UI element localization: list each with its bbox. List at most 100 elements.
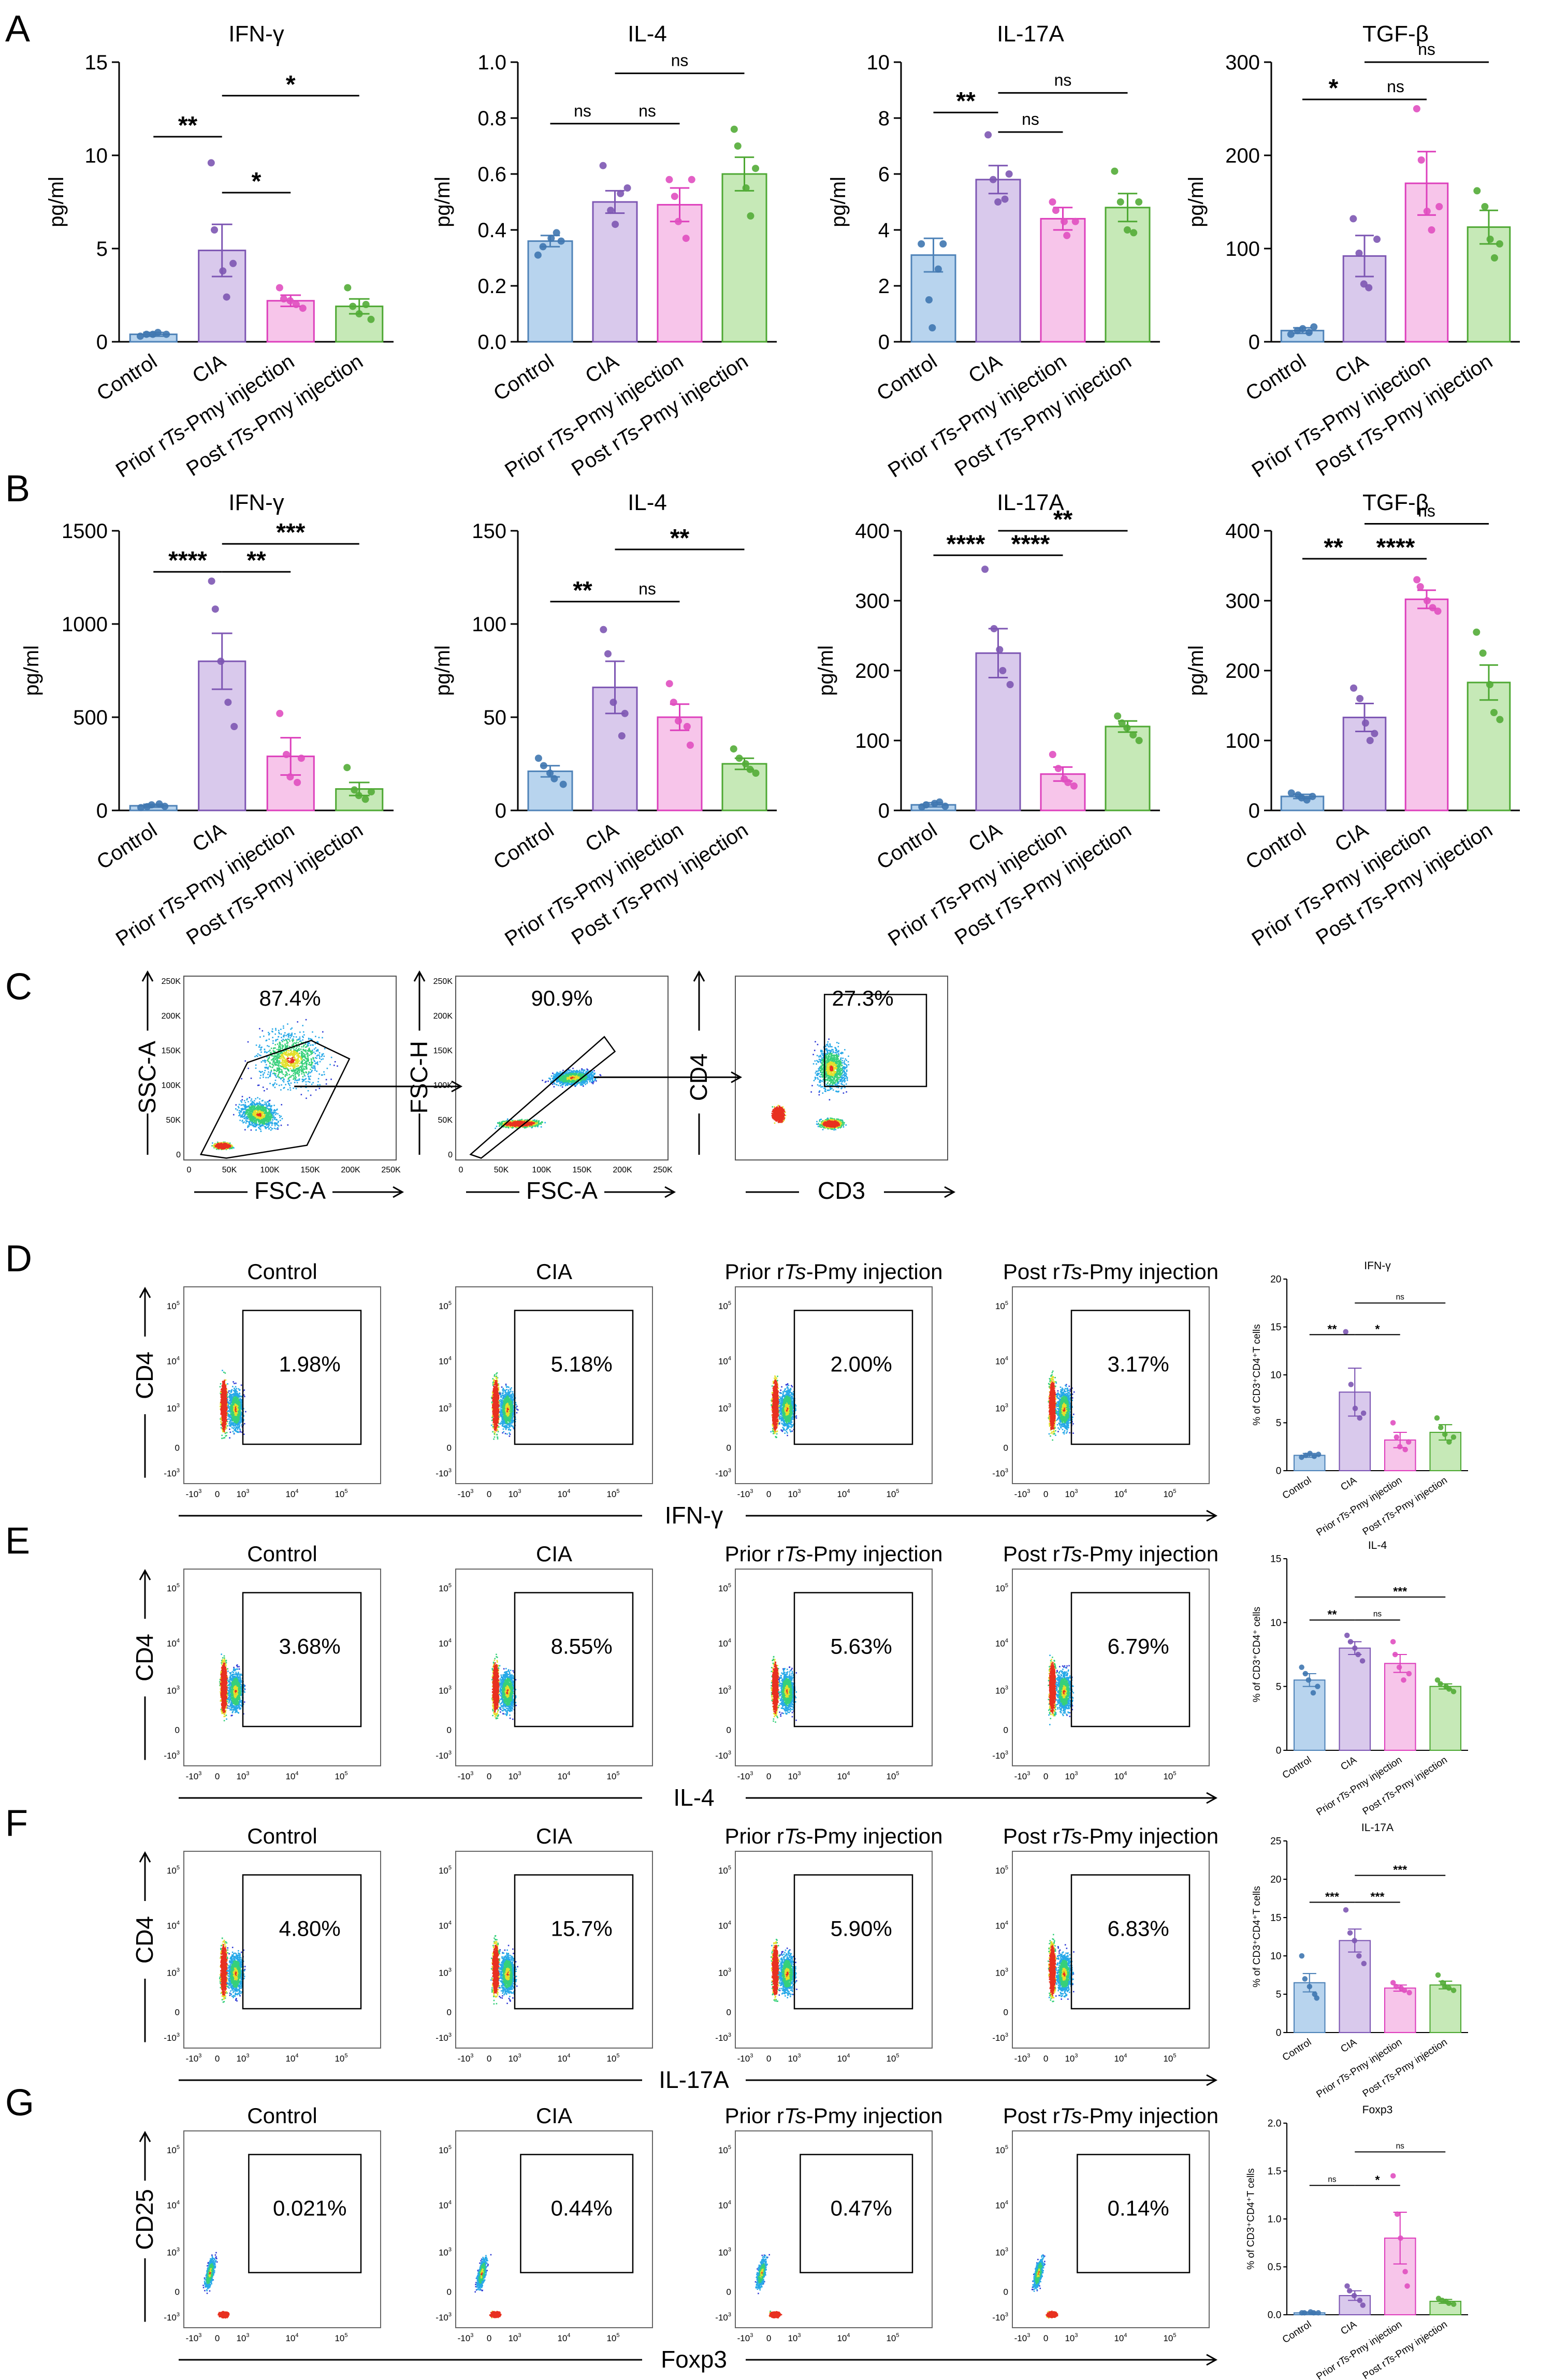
- y-tick-label: 400: [855, 520, 890, 543]
- data-point: [1315, 1684, 1320, 1689]
- bar: [658, 205, 702, 342]
- data-point: [356, 310, 363, 317]
- y-tick-label: 1.0: [1268, 2214, 1282, 2225]
- data-point: [1114, 713, 1121, 720]
- category-label-prefix: Prior r: [884, 901, 944, 951]
- data-point: [367, 316, 374, 323]
- data-point: [1306, 1677, 1312, 1683]
- category-label-prefix: Prior r: [1248, 901, 1308, 951]
- y-tick-label: 15: [85, 51, 108, 74]
- data-point: [362, 795, 369, 803]
- y-tick-label: 200: [855, 660, 890, 683]
- data-point: [343, 764, 351, 771]
- data-point: [540, 243, 547, 250]
- y-tick-label: 5: [1276, 1990, 1282, 2000]
- category-label-0: Control: [873, 819, 941, 874]
- data-point: [1117, 198, 1124, 206]
- category-label-0: Control: [1242, 350, 1310, 405]
- significance-label: *: [286, 71, 296, 98]
- event-dot: [306, 1019, 307, 1021]
- event-dot: [279, 1061, 281, 1062]
- data-point: [211, 226, 218, 234]
- significance-label: ns: [1418, 502, 1435, 520]
- significance-label: ns: [1387, 77, 1404, 96]
- category-label-0: Control: [1281, 1475, 1313, 1501]
- data-point: [1063, 232, 1070, 239]
- data-point: [671, 193, 678, 200]
- data-point: [752, 770, 760, 777]
- event-dot: [248, 1041, 249, 1043]
- panel-label-f: F: [5, 1803, 28, 1844]
- y-tick-label: 0.2: [477, 275, 506, 298]
- event-dot: [242, 1096, 243, 1097]
- significance-label: ns: [671, 51, 689, 70]
- y-tick-label: 0: [1276, 2028, 1282, 2039]
- data-point: [1424, 597, 1431, 604]
- category-label-1: CIA: [582, 350, 623, 387]
- category-label-1: CIA: [1339, 1475, 1358, 1493]
- data-point: [1402, 1987, 1407, 1993]
- data-point: [550, 775, 558, 782]
- y-axis-label: pg/ml: [815, 645, 837, 696]
- y-axis-label: pg/ml: [431, 645, 454, 696]
- data-point: [1305, 329, 1313, 336]
- y-tick-label: 10: [1270, 1370, 1281, 1381]
- data-point: [1397, 1664, 1402, 1670]
- significance-label: ns: [574, 101, 591, 120]
- chart-title: IL-4: [1368, 1540, 1387, 1551]
- data-point: [935, 266, 942, 273]
- data-point: [298, 754, 305, 762]
- data-point: [1130, 229, 1137, 236]
- event-dot: [281, 1104, 282, 1106]
- y-tick-label: 0: [878, 331, 890, 354]
- event-dot: [248, 1068, 249, 1069]
- data-point: [1352, 2293, 1357, 2299]
- chart-title: IL-4: [628, 21, 667, 47]
- data-point: [1344, 1633, 1350, 1638]
- category-label-0: Control: [1281, 2319, 1313, 2345]
- category-label-prefix: Prior r: [884, 432, 944, 482]
- category-label-3: Post rTs-Pmy injection: [1361, 1754, 1449, 1817]
- data-point: [1357, 1415, 1362, 1421]
- data-point: [1406, 1439, 1412, 1445]
- data-point: [1352, 1645, 1358, 1651]
- bar-chart-D5: 05101520IFN-γ% of CD3⁺CD4⁺T cellsControl…: [1252, 1260, 1468, 1539]
- data-point: [928, 324, 936, 331]
- data-point: [666, 680, 673, 687]
- data-point: [1347, 2288, 1353, 2294]
- significance-label: **: [1324, 534, 1343, 561]
- data-point: [612, 221, 619, 228]
- bar: [1430, 1687, 1461, 1750]
- bar: [1340, 1648, 1371, 1750]
- data-point: [137, 332, 144, 340]
- y-tick-label: 25: [1270, 1836, 1281, 1847]
- data-point: [1417, 583, 1424, 590]
- event-dot: [306, 1098, 307, 1099]
- data-point: [1404, 2283, 1410, 2289]
- data-point: [1446, 1985, 1452, 1991]
- data-point: [1353, 1406, 1358, 1412]
- data-point: [981, 565, 989, 573]
- data-point: [1310, 323, 1317, 330]
- data-point: [1424, 208, 1431, 215]
- data-point: [1479, 649, 1487, 657]
- y-tick-label: 0.0: [477, 331, 506, 354]
- significance-label: ***: [1325, 1890, 1339, 1904]
- data-point: [1496, 240, 1503, 248]
- y-tick-label: 100: [1225, 730, 1260, 752]
- significance-label: **: [1328, 1322, 1337, 1336]
- category-label-suffix: -Pmy injection: [631, 819, 752, 909]
- category-label-1: CIA: [188, 818, 230, 856]
- category-label-2: Prior rTs-Pmy injection: [1315, 1754, 1404, 1818]
- panel-label-d: D: [5, 1238, 32, 1280]
- y-tick-label: 15: [1270, 1913, 1281, 1924]
- data-point: [1299, 1953, 1305, 1959]
- data-point: [1428, 226, 1435, 234]
- event-dot: [322, 1031, 324, 1033]
- significance-label: **: [1328, 1608, 1337, 1621]
- data-point: [1361, 1411, 1367, 1416]
- significance-label: ****: [1011, 530, 1050, 558]
- data-point: [1311, 1690, 1316, 1696]
